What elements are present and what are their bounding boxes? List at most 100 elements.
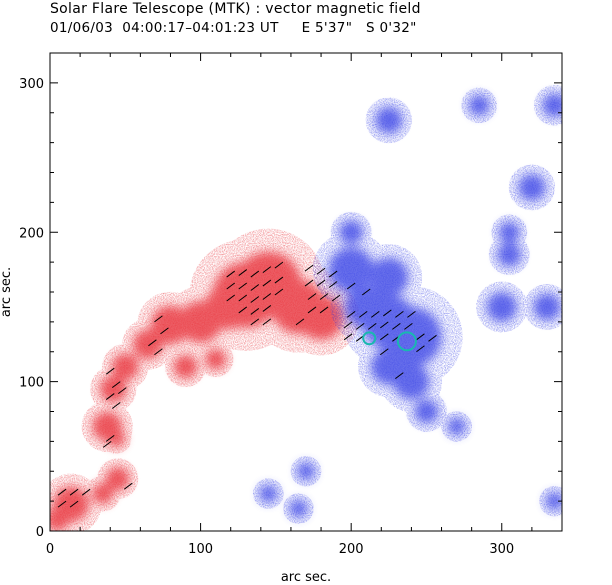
circle-markers — [362, 331, 417, 352]
vector-segment — [274, 261, 284, 269]
positive-speckle-blob — [165, 346, 207, 388]
negative-speckle-blob — [330, 211, 372, 253]
negative-speckle-blob — [290, 456, 322, 487]
positive-speckle-blob — [90, 366, 137, 412]
vector-field-segments — [57, 261, 437, 508]
negative-speckle-blob — [523, 284, 562, 330]
y-tick-label: 300 — [19, 77, 44, 92]
y-tick-label: 0 — [36, 525, 44, 540]
vector-segment — [274, 288, 284, 296]
vector-segment — [111, 381, 121, 389]
vector-segment — [361, 288, 371, 296]
vector-segment — [238, 306, 248, 314]
vector-segment — [355, 322, 365, 330]
vector-segment — [307, 306, 317, 314]
vector-segment — [262, 305, 272, 312]
negative-speckle-blob — [365, 97, 412, 144]
vector-segment — [81, 488, 91, 496]
vector-segment — [160, 327, 169, 335]
x-axis-label: arc sec. — [281, 570, 331, 585]
vector-segment — [154, 315, 163, 323]
vector-segment — [105, 393, 115, 400]
vector-segment — [105, 434, 115, 442]
negative-speckle-blob — [355, 244, 423, 311]
vector-segment — [416, 345, 425, 353]
y-tick-label: 200 — [19, 226, 44, 241]
vector-segment — [69, 488, 79, 496]
vector-segment — [316, 267, 326, 275]
vector-segment — [262, 266, 272, 273]
negative-speckle-blob — [508, 164, 555, 211]
vector-segment — [262, 293, 272, 300]
negative-speckle-blob — [405, 391, 447, 432]
vector-segment — [238, 282, 248, 290]
negative-speckle-blob — [533, 84, 562, 126]
vector-segment — [380, 321, 389, 329]
circle-marker — [362, 331, 377, 346]
chart-title: Solar Flare Telescope (MTK) : vector mag… — [50, 1, 421, 17]
vector-segment — [154, 348, 163, 356]
vector-segment — [428, 334, 437, 342]
x-tick-label: 300 — [489, 542, 514, 557]
plot-axes: 0 100 200 300 0 100 200 300 — [19, 52, 563, 557]
vector-segment — [304, 279, 314, 287]
vector-segment — [380, 348, 389, 356]
vector-segment — [226, 294, 236, 302]
vector-segment — [343, 333, 353, 341]
vector-segment — [250, 270, 260, 278]
vector-segment — [331, 294, 341, 302]
vector-segment — [250, 284, 260, 291]
vector-segment — [367, 322, 377, 330]
vector-segment — [407, 311, 416, 318]
vector-segment — [304, 264, 314, 272]
y-tick-label: 100 — [19, 376, 44, 391]
vector-segment — [404, 322, 413, 330]
negative-speckle-blob — [491, 214, 528, 251]
vector-segment — [102, 440, 112, 448]
magnetic-field-image — [50, 84, 562, 531]
vector-segment — [319, 306, 329, 314]
vector-segment — [380, 333, 389, 341]
negative-speckle-blob — [476, 281, 528, 333]
vector-segment — [295, 318, 305, 326]
negative-speckle-blob — [358, 336, 420, 398]
negative-speckle-blob — [252, 478, 284, 509]
vector-segment — [69, 500, 79, 508]
positive-speckle-blob — [197, 341, 234, 377]
vector-segment — [319, 293, 329, 300]
vector-segment — [262, 318, 272, 326]
negative-speckle-blob — [441, 411, 472, 442]
vector-segment — [346, 282, 356, 290]
vector-segment — [274, 276, 284, 284]
vector-segment — [57, 500, 67, 508]
vector-segment — [343, 321, 353, 329]
vector-segment — [124, 482, 133, 490]
vector-segment — [346, 311, 356, 318]
y-axis-label: arc sec. — [0, 267, 14, 317]
vector-segment — [392, 322, 401, 330]
vector-segment — [226, 270, 236, 278]
negative-speckle-blob — [283, 493, 314, 524]
vector-segment — [250, 308, 260, 315]
vector-segment — [117, 387, 127, 394]
vector-segment — [262, 279, 272, 287]
negative-speckle-blob — [539, 485, 562, 517]
vector-segment — [328, 270, 338, 278]
vector-segment — [250, 318, 260, 326]
vector-segment — [148, 339, 157, 347]
vector-segment — [105, 367, 115, 375]
positive-speckle-blob — [100, 423, 132, 454]
vector-segment — [358, 311, 368, 318]
chart-subtitle: 01/06/03 04:00:17–04:01:23 UT E 5'37" S … — [50, 20, 417, 36]
vector-segment — [238, 294, 248, 302]
vector-segment — [111, 402, 121, 409]
vector-segment — [316, 279, 326, 287]
vector-segment — [416, 333, 425, 341]
vector-segment — [307, 293, 317, 300]
x-tick-label: 0 — [46, 542, 54, 557]
vector-segment — [57, 488, 67, 496]
x-tick-label: 200 — [339, 542, 364, 557]
vector-segment — [395, 311, 404, 318]
vector-segment — [250, 296, 260, 303]
